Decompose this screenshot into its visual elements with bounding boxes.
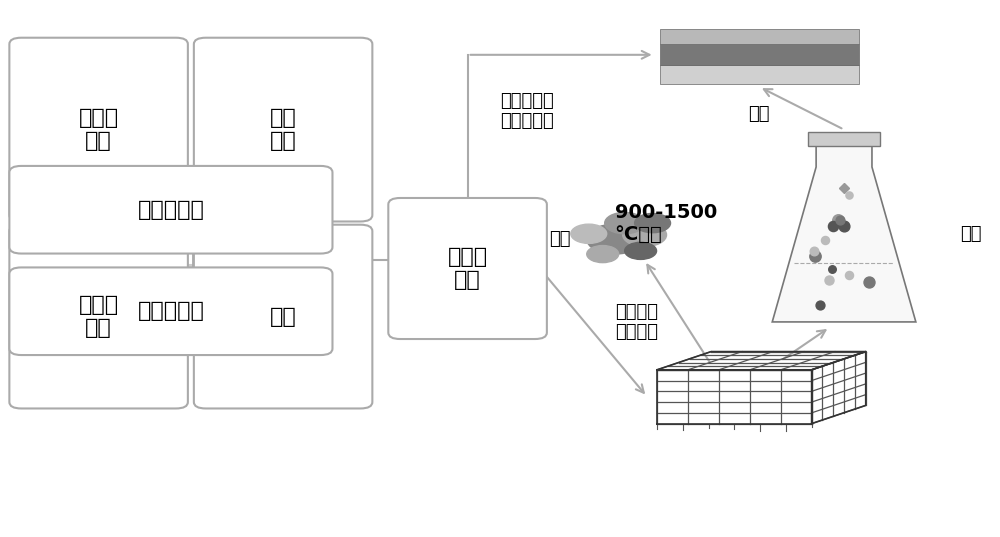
Point (817, 236, 833, 244)
Text: 单源前
驱体: 单源前 驱体 (448, 247, 488, 290)
FancyBboxPatch shape (9, 267, 332, 355)
Text: 造粒: 造粒 (549, 230, 571, 248)
Circle shape (587, 245, 619, 263)
Text: 900-1500
°C裂解: 900-1500 °C裂解 (615, 202, 717, 244)
FancyBboxPatch shape (194, 224, 372, 409)
Point (841, 191, 857, 199)
Text: 配体: 配体 (270, 307, 296, 326)
Bar (660, 66, 859, 84)
Text: 硅基聚合物: 硅基聚合物 (137, 301, 204, 321)
Point (830, 215, 846, 224)
Text: 小分
子醇: 小分 子醇 (270, 108, 296, 151)
Point (861, 278, 877, 287)
FancyBboxPatch shape (9, 38, 188, 221)
Text: 前驱体雾化
等离子喷涂: 前驱体雾化 等离子喷涂 (500, 91, 554, 130)
Point (836, 221, 852, 230)
Point (806, 246, 822, 255)
Point (832, 216, 848, 224)
Circle shape (571, 224, 607, 243)
Text: 胺类催
化剂: 胺类催 化剂 (79, 295, 119, 338)
Text: 喷涂: 喷涂 (749, 105, 770, 122)
Circle shape (623, 223, 667, 246)
Circle shape (605, 213, 645, 234)
FancyBboxPatch shape (9, 166, 332, 253)
Point (825, 222, 841, 230)
Point (841, 271, 857, 279)
Circle shape (587, 224, 643, 254)
Bar (808, 132, 880, 146)
Polygon shape (772, 146, 916, 322)
Point (807, 252, 823, 260)
Point (812, 301, 828, 309)
Circle shape (635, 214, 671, 233)
Bar (660, 29, 859, 44)
Circle shape (625, 242, 657, 259)
Text: 悬浮: 悬浮 (960, 225, 981, 243)
FancyBboxPatch shape (194, 38, 372, 221)
Text: 一定温度
下热处理: 一定温度 下热处理 (615, 302, 658, 342)
Bar (660, 44, 859, 66)
Text: 金属有机盐: 金属有机盐 (137, 200, 204, 220)
FancyBboxPatch shape (388, 198, 547, 339)
Text: 金属氯
化物: 金属氯 化物 (79, 108, 119, 151)
Point (824, 264, 840, 273)
Point (821, 275, 837, 284)
FancyBboxPatch shape (9, 224, 188, 409)
